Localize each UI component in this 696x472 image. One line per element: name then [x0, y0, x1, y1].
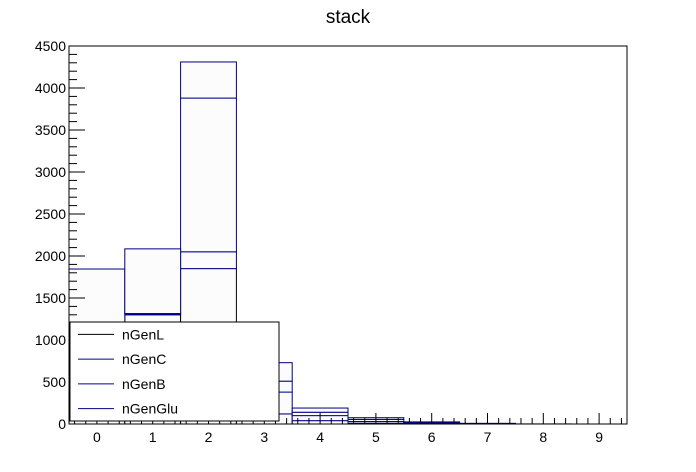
y-tick-label: 3500 — [35, 122, 66, 138]
x-tick-label: 4 — [316, 429, 324, 445]
plot-frame — [68, 45, 628, 425]
legend-label-nGenC: nGenC — [122, 351, 166, 367]
bar-nGenC-2 — [180, 251, 237, 270]
bar-nGenGlu-2 — [180, 61, 237, 99]
x-tick-label: 1 — [149, 429, 157, 445]
legend-box — [69, 321, 280, 422]
x-tick-label: 3 — [260, 429, 268, 445]
x-tick-label: 6 — [428, 429, 436, 445]
y-tick-label: 1500 — [35, 290, 66, 306]
y-tick-label: 0 — [58, 416, 66, 432]
x-tick-label: 8 — [539, 429, 547, 445]
legend-label-nGenL: nGenL — [122, 326, 164, 342]
x-tick-label: 2 — [205, 429, 213, 445]
legend: nGenL nGenC nGenB nGenGlu — [69, 321, 280, 422]
bar-nGenGlu-4 — [291, 407, 349, 413]
bar-nGenGlu-1 — [124, 248, 182, 315]
legend-label-nGenB: nGenB — [122, 376, 166, 392]
y-tick-label: 2500 — [35, 206, 66, 222]
x-tick-label: 7 — [484, 429, 492, 445]
y-tick-label: 1000 — [35, 332, 66, 348]
y-tick-label: 2000 — [35, 248, 66, 264]
bar-nGenB-2 — [180, 97, 237, 253]
y-tick-label: 4500 — [35, 38, 66, 54]
y-tick-label: 3000 — [35, 164, 66, 180]
y-tick-label: 4000 — [35, 80, 66, 96]
chart-title: stack — [326, 7, 371, 28]
x-tick-label: 0 — [93, 429, 101, 445]
x-tick-label: 9 — [595, 429, 603, 445]
x-tick-label: 5 — [372, 429, 380, 445]
y-axis: 0 500 1000 1500 2000 2500 3000 3500 4000 4500 — [35, 38, 85, 432]
legend-label-nGenGlu: nGenGlu — [122, 401, 178, 417]
y-tick-label: 500 — [43, 374, 67, 390]
